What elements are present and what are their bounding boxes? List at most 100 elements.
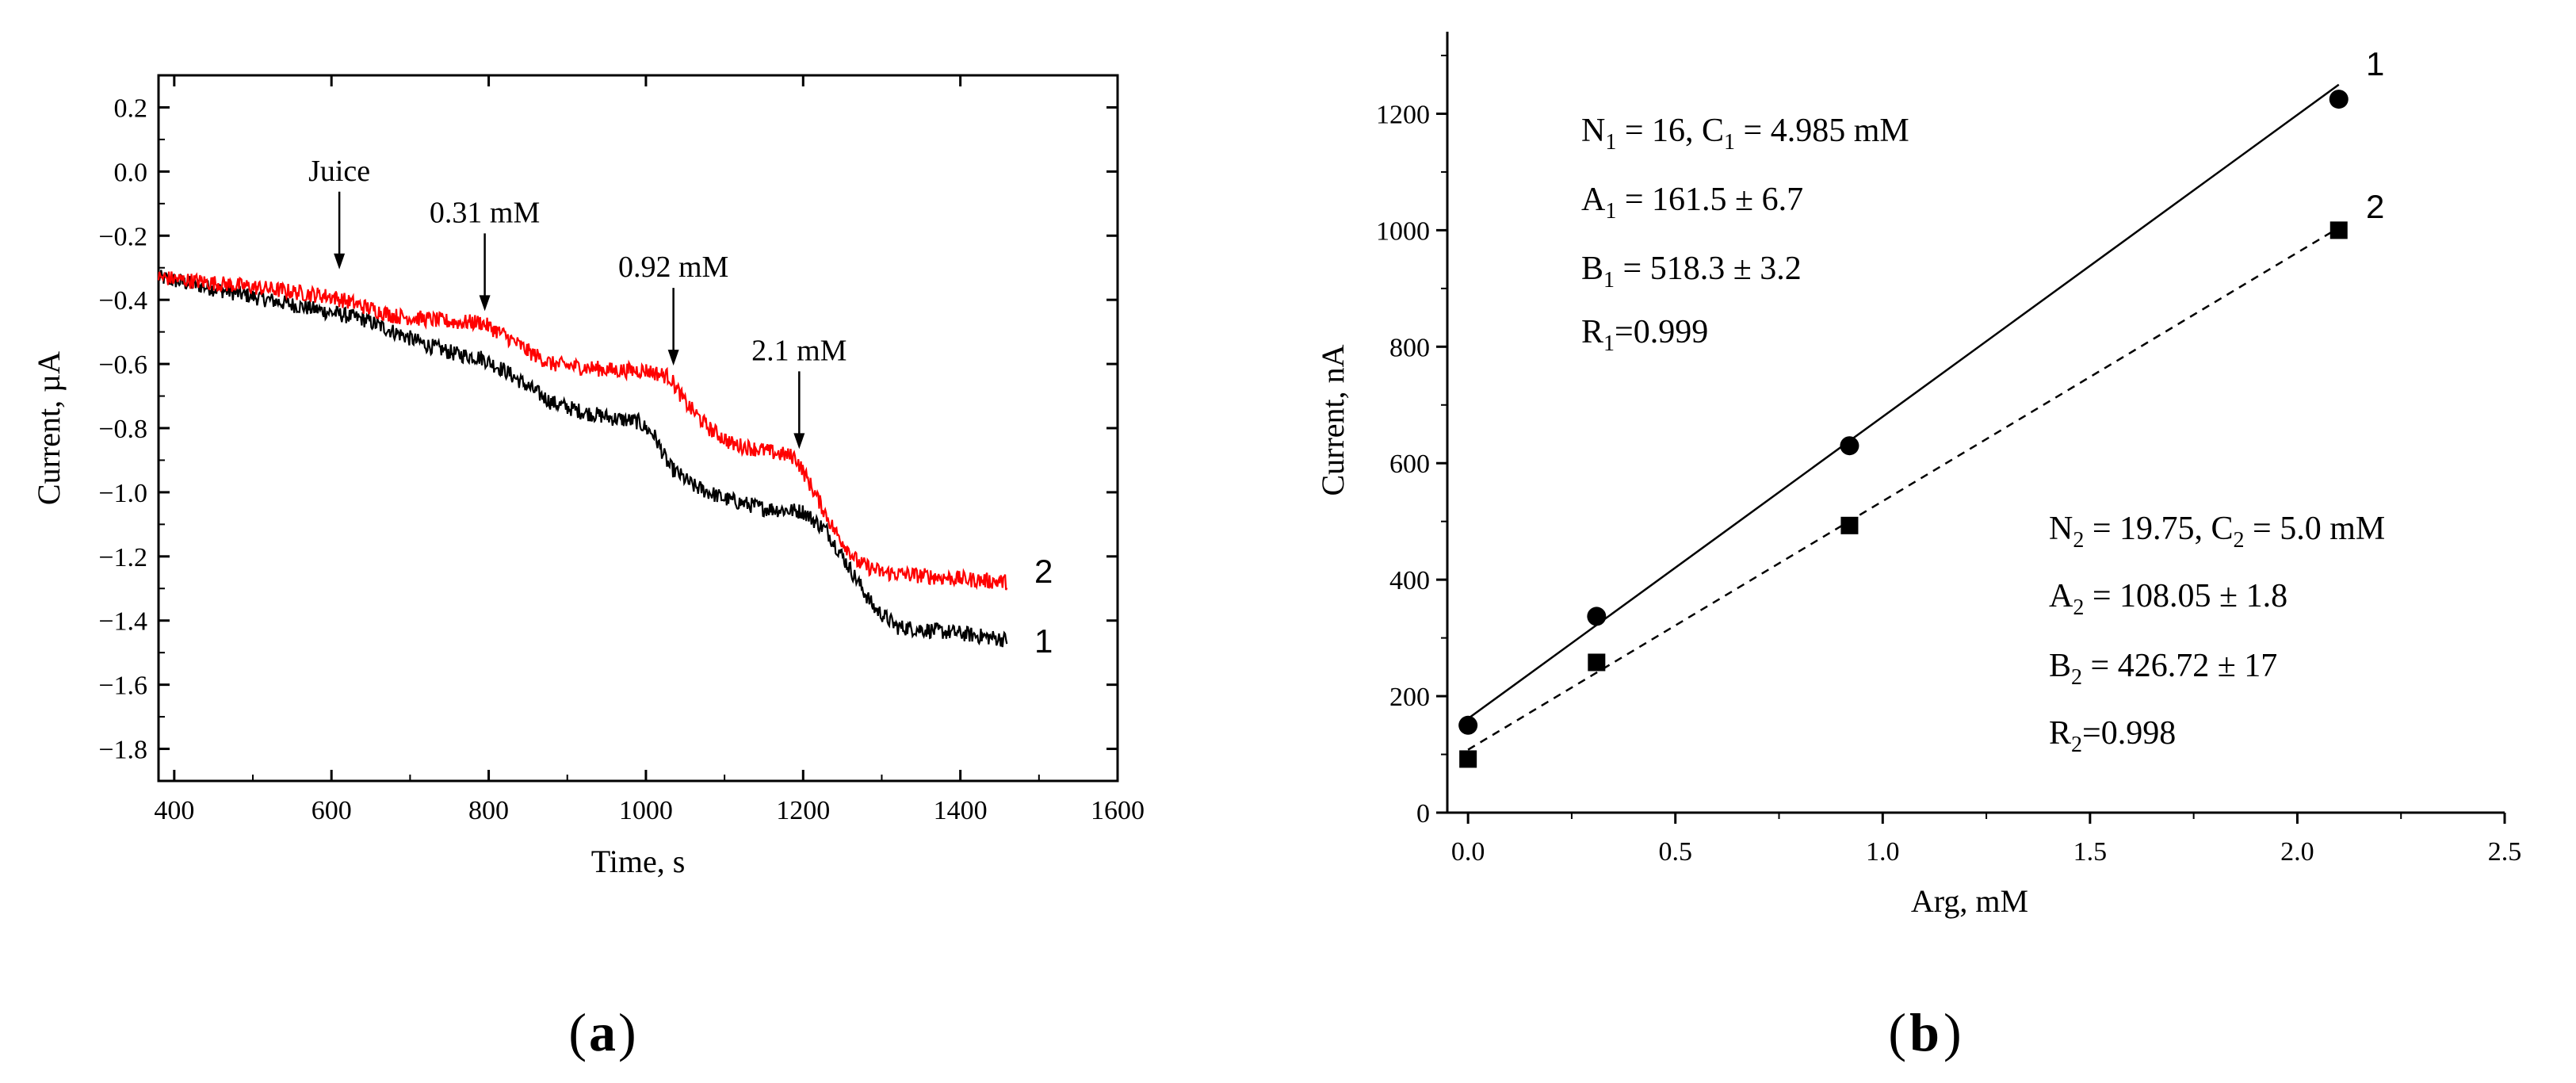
chart-a-xtick-label: 600 bbox=[311, 796, 352, 825]
chart-b-ytick-label: 1200 bbox=[1376, 100, 1430, 129]
panel-tag-b-left: ( bbox=[1888, 1002, 1906, 1062]
chart-a-xtick-label: 1200 bbox=[776, 796, 830, 825]
stat-2-b: B2 = 426.72 ± 17 bbox=[2049, 648, 2277, 690]
panel-tag-b: ( b ) bbox=[1888, 1002, 1961, 1062]
chart-a-xtick-label: 1400 bbox=[934, 796, 988, 825]
stat-2-n-c: N2 = 19.75, C2 = 5.0 mM bbox=[2049, 511, 2385, 553]
stat-2-a-sub: 2 bbox=[2073, 595, 2084, 620]
chart-a-ticks: 400 600 800 1000 1200 1400 1600 0.2 0.0 −0.2 −0.4 −… bbox=[98, 75, 1145, 825]
chart-b-point-1 bbox=[1587, 607, 1607, 626]
chart-a-ytick-label: 0.0 bbox=[114, 158, 148, 187]
stat-2-b-label: B bbox=[2049, 648, 2071, 684]
annotation-arrow-head bbox=[793, 433, 805, 450]
chart-b-fit-line-2 bbox=[1467, 227, 2340, 751]
chart-a-xtick-label: 400 bbox=[154, 796, 194, 825]
stat-2-n-sub: 2 bbox=[2073, 528, 2084, 553]
chart-b-ytick-label: 600 bbox=[1389, 450, 1430, 479]
stat-2-c-sub: 2 bbox=[2234, 528, 2245, 553]
chart-a-ytick-label: −0.6 bbox=[98, 350, 147, 380]
chart-b-point-1 bbox=[1458, 715, 1478, 735]
chart-a-series-label-1: 1 bbox=[1034, 622, 1053, 660]
stat-2-r-value: =0.998 bbox=[2082, 715, 2176, 752]
chart-b-xtick-label: 0.0 bbox=[1451, 837, 1485, 867]
chart-b-series-label-1: 1 bbox=[2366, 45, 2384, 82]
stat-1-c-label: C bbox=[1702, 113, 1724, 149]
stat-1-n-c: N1 = 16, C1 = 4.985 mM bbox=[1581, 113, 1909, 155]
annotation-label: 0.31 mM bbox=[430, 196, 540, 229]
stat-1-b: B1 = 518.3 ± 3.2 bbox=[1581, 251, 1802, 293]
stat-1-r-label: R bbox=[1581, 314, 1603, 350]
stat-2-a-label: A bbox=[2049, 578, 2073, 614]
chart-b-point-2 bbox=[1588, 653, 1606, 672]
chart-a-ytick-label: 0.2 bbox=[114, 94, 148, 123]
chart-a-ytick-label: −1.4 bbox=[98, 607, 147, 637]
chart-a-xtick-label: 1600 bbox=[1091, 796, 1145, 825]
chart-a-xtick-label: 1000 bbox=[619, 796, 673, 825]
stat-1-n-value: = 16, bbox=[1616, 113, 1702, 149]
panel-tag-a-letter: a bbox=[589, 1002, 616, 1062]
chart-a-annotations: Juice 0.31 mM 0.92 mM 2.1 mM bbox=[308, 155, 847, 450]
chart-a-ytick-label: −1.8 bbox=[98, 736, 147, 765]
chart-a-frame bbox=[157, 74, 1119, 783]
chart-b-xtick-label: 1.0 bbox=[1866, 837, 1900, 867]
chart-a-ytick-label: −0.2 bbox=[98, 222, 147, 251]
stat-1-r-value: =0.999 bbox=[1615, 314, 1708, 350]
annotation-label: Juice bbox=[308, 155, 370, 188]
panel-tag-a-right: ) bbox=[618, 1002, 636, 1062]
chart-b-xlabel: Arg, mM bbox=[1911, 883, 2028, 919]
chart-a-ytick-label: −1.2 bbox=[98, 543, 147, 572]
stat-2-r-label: R bbox=[2049, 715, 2071, 752]
annotation-label: 0.92 mM bbox=[618, 251, 728, 284]
stat-2-r: R2=0.998 bbox=[2049, 715, 2176, 757]
stat-1-c-value: = 4.985 mM bbox=[1735, 113, 1909, 149]
stat-2-b-sub: 2 bbox=[2071, 665, 2082, 690]
annotation-arrow-head bbox=[334, 253, 346, 270]
chart-b-xtick-label: 2.0 bbox=[2280, 837, 2314, 867]
stat-2-c-value: = 5.0 mM bbox=[2245, 511, 2386, 547]
chart-a-series bbox=[157, 270, 1008, 648]
chart-b-point-2 bbox=[1459, 750, 1477, 768]
stat-1-a: A1 = 161.5 ± 6.7 bbox=[1581, 182, 1803, 224]
chart-b-ytick-label: 0 bbox=[1416, 799, 1430, 829]
chart-b-fit-line-1 bbox=[1467, 83, 2340, 720]
panel-tag-a: ( a ) bbox=[568, 1002, 636, 1062]
chart-a-ytick-label: −1.0 bbox=[98, 479, 147, 508]
chart-a-ytick-label: −0.4 bbox=[98, 286, 147, 316]
chart-b-series bbox=[1458, 83, 2349, 768]
chart-a-series-2-line bbox=[157, 271, 1008, 591]
chart-b-ticks: 0.0 0.5 1.0 1.5 2.0 2.5 0 200 400 600 800 1000 1200 bbox=[1376, 55, 2521, 867]
stat-1-a-value: = 161.5 ± 6.7 bbox=[1616, 182, 1803, 218]
stat-2-c-label: C bbox=[2211, 511, 2234, 547]
chart-a-ytick-label: −0.8 bbox=[98, 415, 147, 444]
stat-2-r-sub: 2 bbox=[2071, 733, 2082, 757]
stat-2-n-label: N bbox=[2049, 511, 2073, 547]
chart-b-xtick-label: 2.5 bbox=[2488, 837, 2522, 867]
annotation-arrow-head bbox=[667, 350, 679, 366]
chart-b-ytick-label: 1000 bbox=[1376, 216, 1430, 246]
chart-b-series-label-2: 2 bbox=[2366, 188, 2384, 225]
chart-b-point-1 bbox=[2329, 90, 2349, 109]
panel-tag-b-letter: b bbox=[1909, 1002, 1940, 1062]
stat-2-a: A2 = 108.05 ± 1.8 bbox=[2049, 578, 2287, 620]
chart-a-ylabel: Current, µA bbox=[31, 351, 67, 505]
fit-stats-2: N2 = 19.75, C2 = 5.0 mM A2 = 108.05 ± 1.… bbox=[2049, 511, 2385, 757]
stat-1-n-label: N bbox=[1581, 113, 1605, 149]
chart-b-ytick-label: 800 bbox=[1389, 333, 1430, 362]
stat-1-b-label: B bbox=[1581, 251, 1603, 287]
chart-a-xlabel: Time, s bbox=[591, 844, 686, 879]
annotation-label: 2.1 mM bbox=[751, 334, 847, 367]
chart-b-ytick-label: 400 bbox=[1389, 566, 1430, 595]
panel-tag-b-right: ) bbox=[1943, 1002, 1962, 1062]
chart-a-series-label-2: 2 bbox=[1034, 553, 1053, 590]
panel-tag-a-left: ( bbox=[568, 1002, 587, 1062]
stat-1-r-sub: 1 bbox=[1603, 331, 1615, 356]
chart-b-xtick-label: 0.5 bbox=[1658, 837, 1692, 867]
chart-b-point-2 bbox=[2329, 221, 2348, 239]
chart-b-xtick-label: 1.5 bbox=[2073, 837, 2108, 867]
stat-1-b-sub: 1 bbox=[1603, 268, 1615, 293]
chart-b-ytick-label: 200 bbox=[1389, 683, 1430, 712]
stat-1-b-value: = 518.3 ± 3.2 bbox=[1615, 251, 1802, 287]
chart-b: 0.0 0.5 1.0 1.5 2.0 2.5020040060080010001200 … bbox=[1315, 32, 2521, 1062]
chart-a: 400 600 800 1000 1200 1400 1600 0.2 0.0 −0.2 −0.4 −… bbox=[31, 74, 1145, 1062]
